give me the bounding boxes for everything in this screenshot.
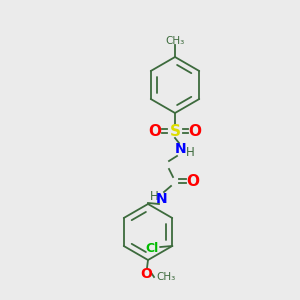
Text: CH₃: CH₃ xyxy=(156,272,176,282)
Text: H: H xyxy=(150,190,158,202)
Text: O: O xyxy=(188,124,202,139)
Text: S: S xyxy=(169,124,181,139)
Text: O: O xyxy=(140,267,152,281)
Text: O: O xyxy=(148,124,161,139)
Text: N: N xyxy=(156,192,168,206)
Text: O: O xyxy=(187,173,200,188)
Text: CH₃: CH₃ xyxy=(165,36,184,46)
Text: H: H xyxy=(186,146,194,158)
Text: N: N xyxy=(175,142,187,156)
Text: Cl: Cl xyxy=(146,242,159,254)
